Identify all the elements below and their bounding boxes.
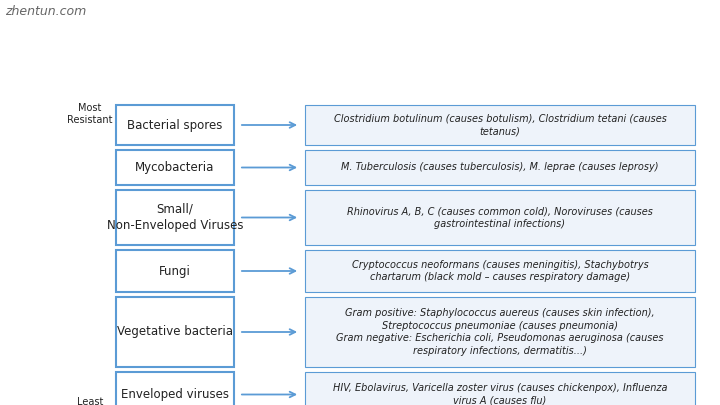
FancyBboxPatch shape (305, 105, 695, 145)
FancyBboxPatch shape (116, 250, 234, 292)
FancyBboxPatch shape (116, 150, 234, 185)
Text: Fungi: Fungi (159, 264, 191, 277)
FancyBboxPatch shape (305, 190, 695, 245)
FancyBboxPatch shape (116, 297, 234, 367)
FancyBboxPatch shape (305, 297, 695, 367)
FancyBboxPatch shape (116, 105, 234, 145)
Text: Clostridium botulinum (causes botulism), Clostridium tetani (causes
tetanus): Clostridium botulinum (causes botulism),… (333, 114, 667, 136)
Text: zhentun.com: zhentun.com (5, 5, 86, 18)
Text: Most
Resistant: Most Resistant (67, 103, 113, 126)
Text: Mycobacteria: Mycobacteria (135, 161, 215, 174)
Text: Enveloped viruses: Enveloped viruses (121, 388, 229, 401)
Text: M. Tuberculosis (causes tuberculosis), M. leprae (causes leprosy): M. Tuberculosis (causes tuberculosis), M… (341, 162, 659, 173)
Text: Vegetative bacteria: Vegetative bacteria (117, 326, 233, 339)
FancyBboxPatch shape (305, 150, 695, 185)
Text: Small/
Non-Enveloped Viruses: Small/ Non-Enveloped Viruses (107, 203, 243, 232)
FancyBboxPatch shape (116, 372, 234, 405)
Text: Bacterial spores: Bacterial spores (127, 119, 222, 132)
FancyBboxPatch shape (305, 372, 695, 405)
Text: Gram positive: Staphylococcus auereus (causes skin infection),
Streptococcus pne: Gram positive: Staphylococcus auereus (c… (336, 308, 664, 356)
Text: Cryptococcus neoformans (causes meningitis), Stachybotrys
chartarum (black mold : Cryptococcus neoformans (causes meningit… (351, 260, 649, 282)
Text: Rhinovirus A, B, C (causes common cold), Noroviruses (causes
gastrointestinal in: Rhinovirus A, B, C (causes common cold),… (347, 206, 653, 229)
Text: Least
Resistant: Least Resistant (67, 396, 113, 405)
Text: HIV, Ebolavirus, Varicella zoster virus (causes chickenpox), Influenza
virus A (: HIV, Ebolavirus, Varicella zoster virus … (333, 383, 667, 405)
FancyBboxPatch shape (305, 250, 695, 292)
FancyBboxPatch shape (116, 190, 234, 245)
